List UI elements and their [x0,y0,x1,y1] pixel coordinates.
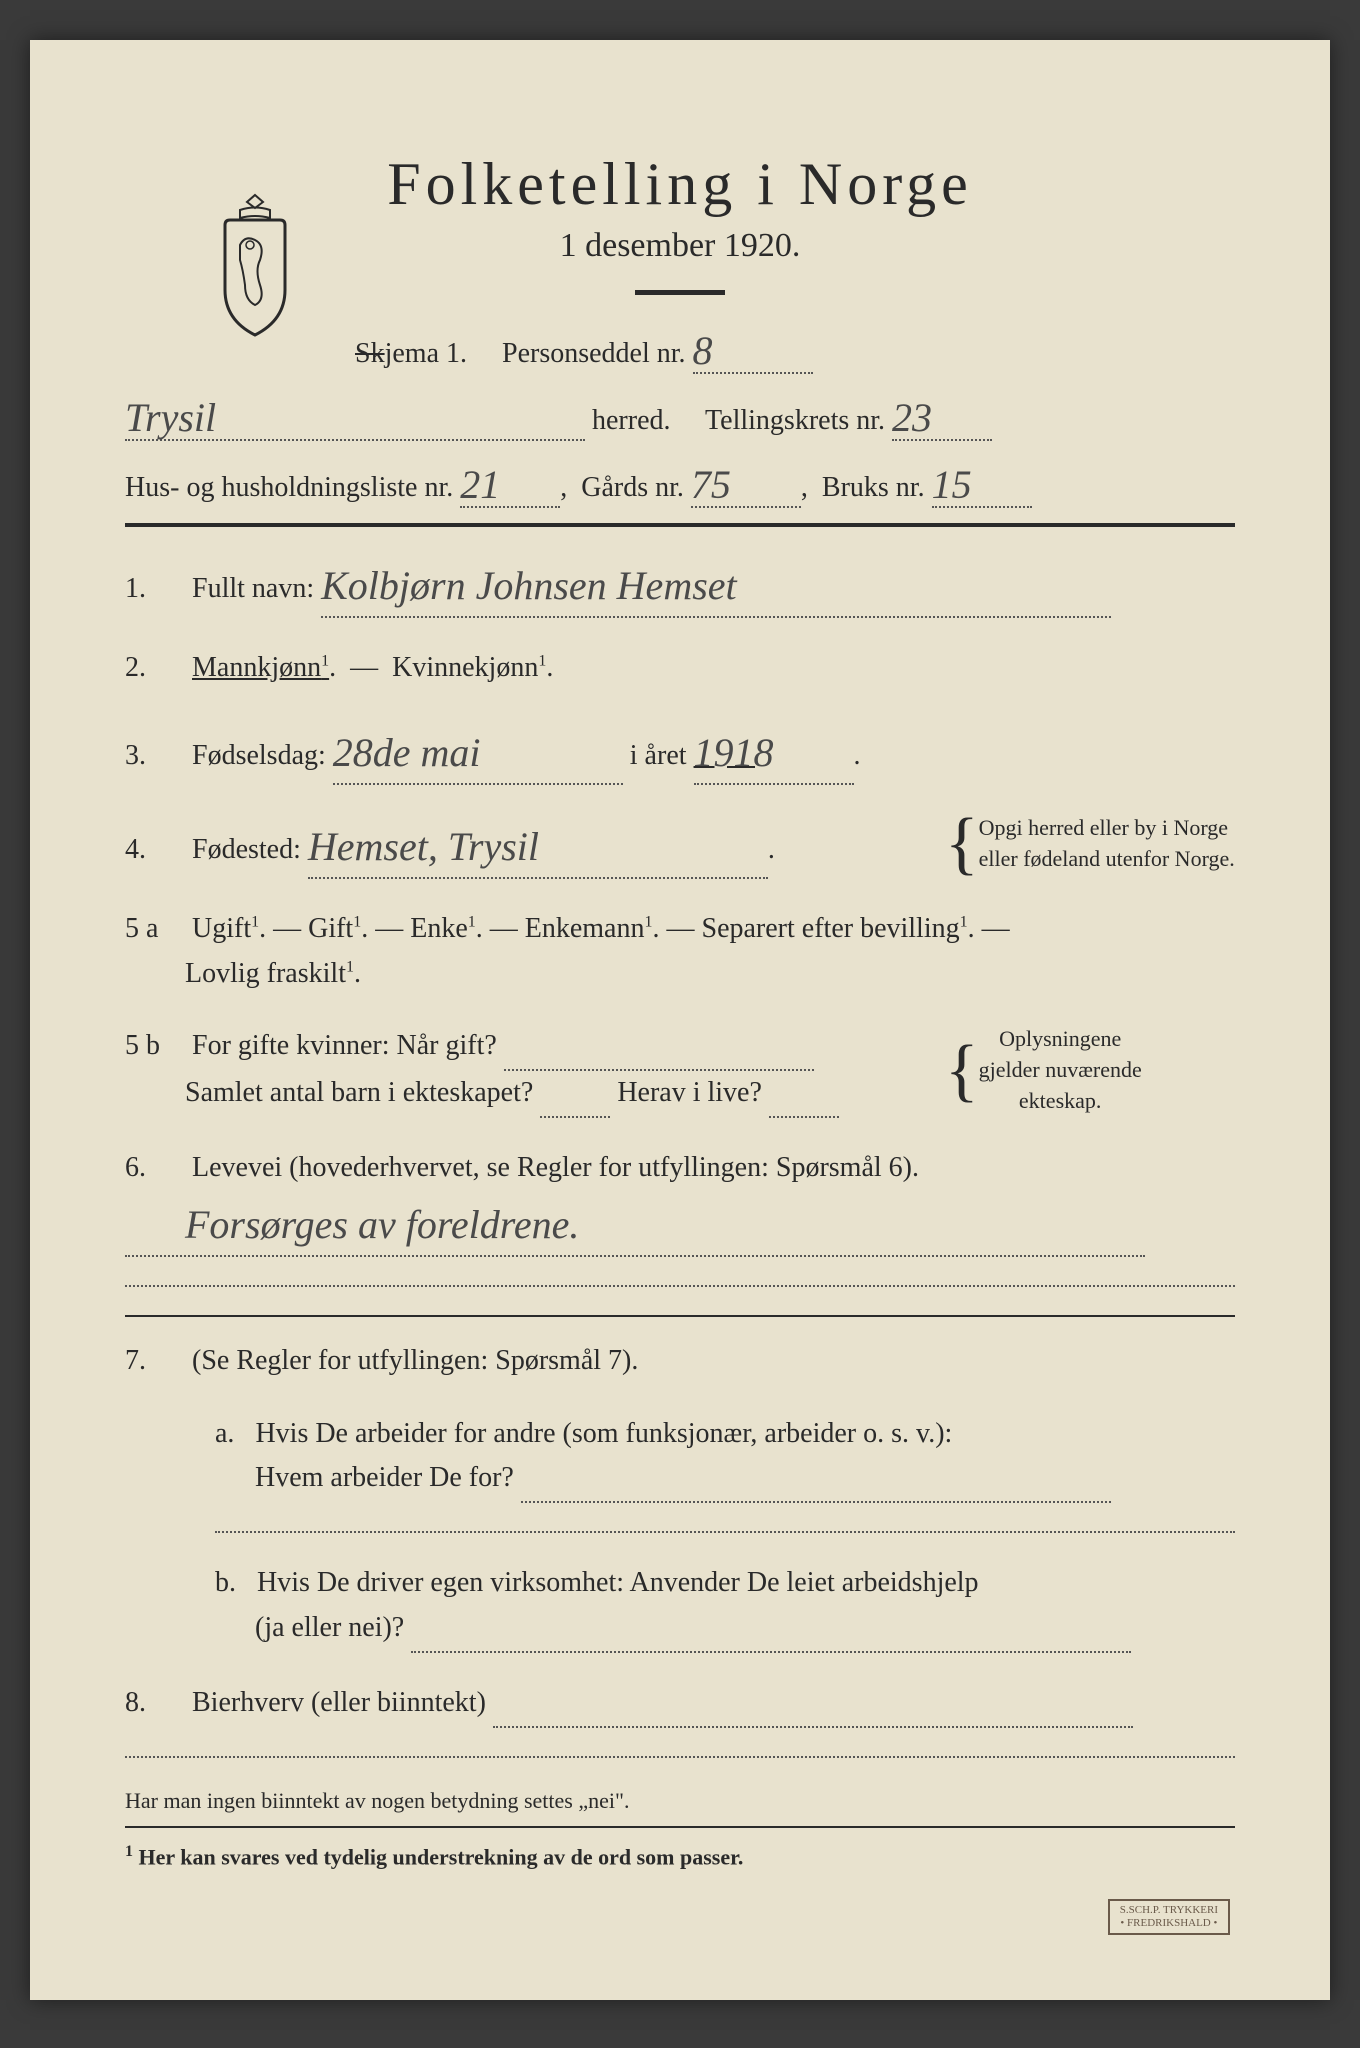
footnote-1: Har man ingen biinntekt av nogen betydni… [125,1788,1235,1814]
q3-year: 1918 [694,730,774,775]
q3-day: 28de mai [333,730,481,775]
q7a-line: a. Hvis De arbeider for andre (som funks… [125,1412,1235,1504]
q6-label: Levevei (hovederhvervet, se Regler for u… [192,1152,919,1183]
footnote-divider [125,1826,1235,1828]
divider-thin [125,1315,1235,1317]
q8-label: Bierhverv (eller biinntekt) [192,1687,486,1718]
q7-line: 7. (Se Regler for utfyllingen: Spørsmål … [125,1339,1235,1384]
q1-num: 1. [125,567,185,612]
q5a-line: 5 a Ugift1. — Gift1. — Enke1. — Enkemann… [125,907,1235,997]
q5a-opt4: Enkemann1 [525,913,653,944]
q5b-label2: Samlet antal barn i ekteskapet? [125,1077,533,1108]
q5b-note2: gjelder nuværende [979,1057,1142,1082]
title-divider [635,290,725,295]
personseddel-value: 8 [693,328,713,373]
dotted-rule-1 [125,1285,1235,1287]
q3-num: 3. [125,734,185,779]
q5b-num: 5 b [125,1024,185,1069]
q7b-num: b. [215,1567,236,1598]
q5b-line: 5 b For gifte kvinner: Når gift? Samlet … [125,1024,1235,1118]
meta-herred-line: Trysil herred. Tellingskrets nr. 23 [125,392,1235,441]
tellingskrets-label: Tellingskrets nr. [705,405,885,436]
q5b-note3: ekteskap. [1019,1088,1101,1113]
bruks-label: Bruks nr. [822,472,925,503]
q5b-label1: For gifte kvinner: Når gift? [192,1030,497,1061]
q5b-note: { Oplysningene gjelder nuværende ekteska… [935,1024,1235,1116]
q4-note: { Opgi herred eller by i Norge eller fød… [935,813,1235,875]
q7b-text1: Hvis De driver egen virksomhet: Anvender… [257,1567,979,1598]
personseddel-label: Personseddel nr. [502,338,686,369]
q2-male: Mannkjønn1 [192,652,329,683]
q7b-text2: (ja eller nei)? [215,1612,404,1643]
q3-label: Fødselsdag: [192,740,326,771]
q4-value: Hemset, Trysil [308,824,539,869]
q5a-opt5: Separert efter bevilling1 [702,913,968,944]
q7a-text2: Hvem arbeider De for? [215,1462,514,1493]
q1-label: Fullt navn: [192,573,314,604]
q4-line: 4. Fødested: Hemset, Trysil. { Opgi herr… [125,813,1235,879]
q1-line: 1. Fullt navn: Kolbjørn Johnsen Hemset [125,552,1235,618]
q2-female: Kvinnekjønn1 [392,652,546,683]
meta-hus-line: Hus- og husholdningsliste nr. 21, Gårds … [125,459,1235,508]
q8-line: 8. Bierhverv (eller biinntekt) [125,1681,1235,1728]
q6-value: Forsørges av foreldrene. [185,1202,579,1247]
skjema-label: Skjema 1. [355,338,467,369]
stamp-line2: • FREDRIKSHALD • [1120,1917,1217,1929]
q5a-opt6: Lovlig fraskilt1. [125,958,361,989]
footnote-2: 1 Her kan svares ved tydelig understrekn… [125,1843,1235,1870]
q5b-note1: Oplysningene [999,1026,1121,1051]
q4-note1: Opgi herred eller by i Norge [979,815,1228,840]
q5a-num: 5 a [125,907,185,952]
q4-note2: eller fødeland utenfor Norge. [979,846,1235,871]
q8-num: 8. [125,1681,185,1726]
q4-label: Fødested: [192,834,301,865]
q5a-opt2: Gift1 [308,913,361,944]
q7a-num: a. [215,1418,234,1449]
herred-value: Trysil [125,395,216,440]
gards-label: Gårds nr. [581,472,684,503]
herred-label: herred. [592,405,671,436]
q7-label: (Se Regler for utfyllingen: Spørsmål 7). [192,1345,638,1376]
printer-stamp: S.SCH.P. TRYKKERI • FREDRIKSHALD • [1108,1899,1230,1935]
census-form-page: Folketelling i Norge 1 desember 1920. Sk… [30,40,1330,2000]
footnote-2-text: Her kan svares ved tydelig understreknin… [139,1844,744,1869]
q7-num: 7. [125,1339,185,1384]
divider-thick [125,523,1235,527]
q2-num: 2. [125,646,185,691]
bruks-value: 15 [932,462,972,507]
hus-value: 21 [460,462,500,507]
coat-of-arms-svg [205,190,305,340]
q6-num: 6. [125,1146,185,1191]
q5b-label3: Herav i live? [617,1077,762,1108]
q5a-opt3: Enke1 [410,913,476,944]
q6-line: 6. Levevei (hovederhvervet, se Regler fo… [125,1146,1235,1257]
stamp-line1: S.SCH.P. TRYKKERI [1120,1904,1218,1916]
footnote-2-num: 1 [125,1843,133,1860]
q4-num: 4. [125,828,185,873]
q3-mid: i året [630,740,687,771]
q5a-opt1: Ugift1 [192,913,259,944]
q7b-line: b. Hvis De driver egen virksomhet: Anven… [125,1561,1235,1653]
tellingskrets-value: 23 [892,395,932,440]
coat-of-arms-icon [205,190,305,340]
gards-value: 75 [691,462,731,507]
q3-line: 3. Fødselsdag: 28de mai i året 1918. [125,719,1235,785]
dotted-rule-3 [125,1756,1235,1758]
hus-label: Hus- og husholdningsliste nr. [125,472,453,503]
q2-line: 2. Mannkjønn1. — Kvinnekjønn1. [125,646,1235,691]
dotted-rule-2 [215,1531,1235,1533]
q7a-text1: Hvis De arbeider for andre (som funksjon… [255,1418,952,1449]
q1-value: Kolbjørn Johnsen Hemset [321,563,737,608]
